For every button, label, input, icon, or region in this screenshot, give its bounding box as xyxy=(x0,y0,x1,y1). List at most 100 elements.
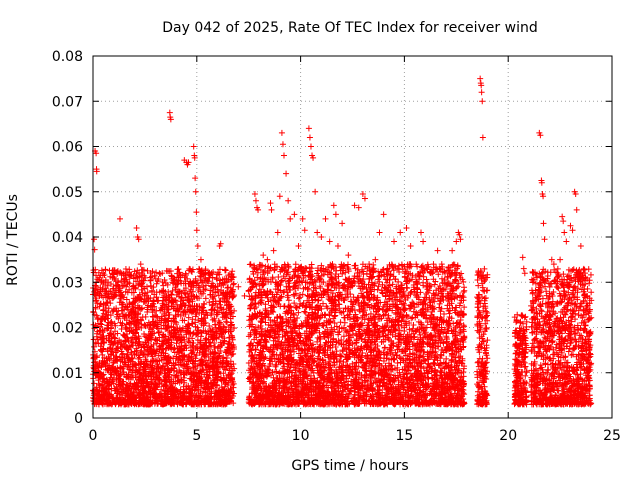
data-point xyxy=(375,283,382,290)
data-point xyxy=(141,343,148,350)
data-point xyxy=(449,247,456,254)
data-point xyxy=(326,238,333,245)
data-point xyxy=(270,247,277,254)
data-point xyxy=(403,224,410,231)
data-point xyxy=(453,238,460,245)
data-point xyxy=(268,206,275,213)
data-point xyxy=(537,132,544,139)
data-point xyxy=(355,204,362,211)
data-point xyxy=(560,218,567,225)
data-point xyxy=(521,270,528,277)
data-point xyxy=(345,252,352,259)
data-point xyxy=(561,229,568,236)
data-point xyxy=(563,238,570,245)
data-point xyxy=(310,154,317,161)
data-point xyxy=(478,89,485,96)
data-point xyxy=(361,195,368,202)
data-point xyxy=(322,215,329,222)
data-point xyxy=(550,261,557,268)
grid xyxy=(93,56,612,418)
data-point xyxy=(305,125,312,132)
data-point xyxy=(332,211,339,218)
data-point xyxy=(291,211,298,218)
data-point xyxy=(538,179,545,186)
data-point xyxy=(200,304,207,311)
data-point xyxy=(193,227,200,234)
data-point xyxy=(391,238,398,245)
data-point xyxy=(339,220,346,227)
data-point xyxy=(540,220,547,227)
data-point xyxy=(577,243,584,250)
data-point xyxy=(572,191,579,198)
data-point xyxy=(380,211,387,218)
data-point xyxy=(557,256,564,263)
data-point xyxy=(255,206,262,213)
data-point xyxy=(569,227,576,234)
data-point xyxy=(397,229,404,236)
data-point xyxy=(376,229,383,236)
data-point xyxy=(280,152,287,159)
data-point xyxy=(194,243,201,250)
data-points xyxy=(90,75,595,408)
data-point xyxy=(235,283,242,290)
data-point xyxy=(540,193,547,200)
data-point xyxy=(306,134,313,141)
data-point xyxy=(295,243,302,250)
data-point xyxy=(153,269,160,276)
data-point xyxy=(202,295,209,302)
data-point xyxy=(193,209,200,216)
data-point xyxy=(477,75,484,82)
data-point xyxy=(185,159,192,166)
data-point xyxy=(197,256,204,263)
data-point xyxy=(167,116,174,123)
data-point xyxy=(279,141,286,148)
data-point xyxy=(283,170,290,177)
data-point xyxy=(251,191,258,198)
data-point xyxy=(274,229,281,236)
data-point xyxy=(135,236,142,243)
data-point xyxy=(137,261,144,268)
data-point xyxy=(334,243,341,250)
data-point xyxy=(276,193,283,200)
data-point xyxy=(548,256,555,263)
data-point xyxy=(287,215,294,222)
data-point xyxy=(106,267,113,274)
data-point xyxy=(559,213,566,220)
data-point xyxy=(241,292,248,299)
data-point xyxy=(260,252,267,259)
data-point xyxy=(190,143,197,150)
data-point xyxy=(301,227,308,234)
data-point xyxy=(318,234,325,240)
data-point xyxy=(520,265,527,272)
data-point xyxy=(126,286,133,293)
data-point xyxy=(252,197,259,204)
data-point xyxy=(330,202,337,209)
data-point xyxy=(93,168,100,175)
data-point xyxy=(541,236,548,243)
data-point xyxy=(275,273,282,280)
data-point xyxy=(351,202,358,209)
data-point xyxy=(278,129,285,136)
data-point xyxy=(359,191,366,198)
data-point xyxy=(479,134,486,141)
data-point xyxy=(230,281,237,288)
data-point xyxy=(456,231,463,238)
data-point xyxy=(175,266,182,273)
data-point xyxy=(133,224,140,231)
data-point xyxy=(192,188,199,195)
data-point xyxy=(285,197,292,204)
data-point xyxy=(434,247,441,254)
data-point xyxy=(307,143,314,150)
data-point xyxy=(314,229,321,236)
data-point xyxy=(519,254,526,261)
data-point xyxy=(478,82,485,89)
data-point xyxy=(312,188,319,195)
data-point xyxy=(567,222,574,229)
data-point xyxy=(407,243,414,250)
data-point xyxy=(479,98,486,105)
data-point xyxy=(285,297,292,304)
data-point xyxy=(420,238,427,245)
data-point xyxy=(212,324,219,331)
data-point xyxy=(93,150,100,157)
